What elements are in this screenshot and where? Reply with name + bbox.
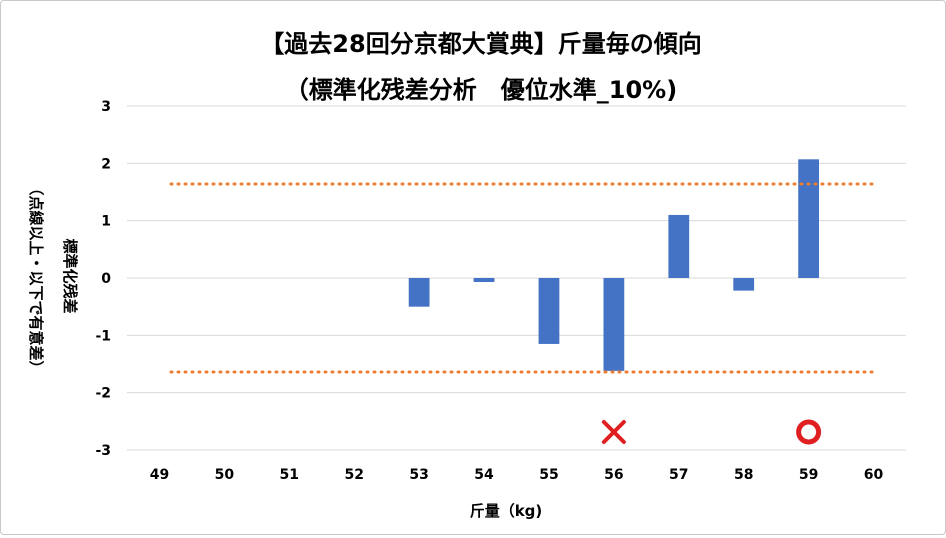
x-tick-label: 52	[344, 467, 363, 483]
y-tick-labels: 3 2 1 0 -1 -2 -3	[95, 99, 111, 459]
x-tick-label: 59	[799, 467, 818, 483]
x-tick-label: 53	[409, 467, 428, 483]
x-tick-label: 60	[864, 467, 884, 483]
bar	[603, 278, 625, 371]
y-tick-label: -2	[95, 386, 111, 402]
gridlines	[127, 105, 906, 451]
chart-subtitle: （標準化残差分析 優位水準_10%)	[285, 76, 677, 104]
y-axis-label-note: （点線以上・以下で有意差）	[27, 180, 45, 375]
bar	[668, 214, 690, 278]
bar	[538, 278, 560, 344]
bar	[408, 278, 430, 307]
x-tick-label: 57	[669, 467, 688, 483]
x-tick-label: 56	[604, 467, 623, 483]
y-tick-label: 3	[101, 99, 111, 115]
x-tick-label: 51	[280, 467, 299, 483]
x-tick-label: 54	[474, 467, 494, 483]
circle-mark	[796, 419, 822, 445]
x-tick-label: 49	[150, 467, 169, 483]
bars	[408, 159, 820, 371]
y-tick-label: 0	[101, 271, 111, 287]
annotation-marks	[601, 419, 822, 445]
x-tick-label: 50	[215, 467, 235, 483]
y-tick-label: -3	[95, 443, 111, 459]
bar	[473, 278, 495, 283]
x-tick-label: 58	[734, 467, 753, 483]
y-tick-label: -1	[95, 328, 111, 344]
bar	[733, 278, 755, 291]
chart-title: 【過去28回分京都大賞典】斤量毎の傾向	[260, 30, 701, 58]
x-tick-label: 55	[539, 467, 558, 483]
cross-mark	[601, 420, 626, 444]
bar	[798, 159, 820, 278]
y-tick-label: 2	[101, 156, 111, 172]
threshold-lines	[169, 182, 878, 374]
y-tick-label: 1	[101, 214, 111, 230]
y-axis-label: 標準化残差	[61, 238, 79, 313]
x-tick-labels: 49 50 51 52 53 54 55 56 57 58 59 60	[150, 467, 884, 483]
x-axis-label: 斤量（kg)	[470, 502, 543, 520]
